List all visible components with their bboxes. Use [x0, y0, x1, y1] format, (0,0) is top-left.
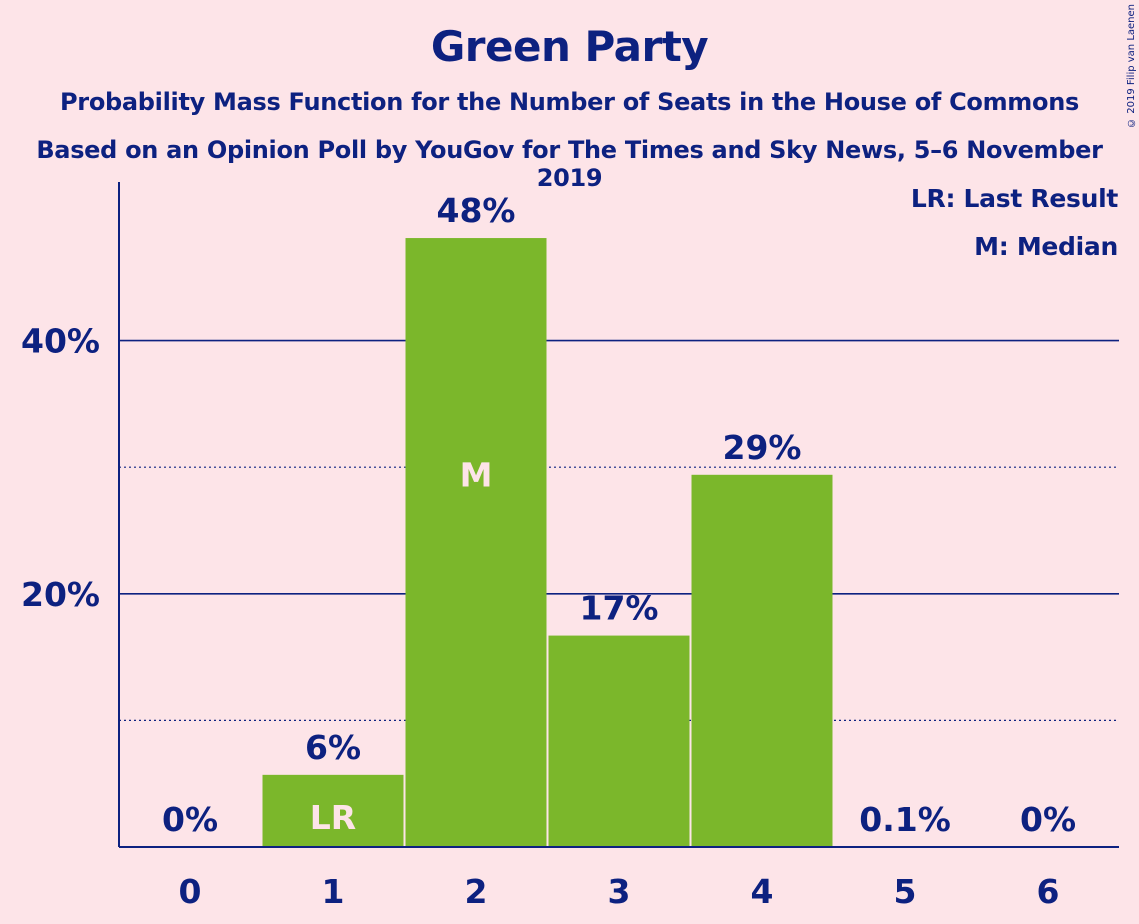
bar-1 [262, 774, 404, 847]
legend-median: M: Median [974, 232, 1118, 261]
chart-title: Green Party [430, 22, 709, 71]
chart-subtitle-line2: Based on an Opinion Poll by YouGov for T… [36, 136, 1103, 192]
y-tick-label-1: 40% [21, 322, 100, 361]
x-tick-label-1: 1 [322, 872, 345, 911]
chart-subtitle-line1: Probability Mass Function for the Number… [60, 88, 1079, 116]
value-label-4: 29% [723, 428, 802, 467]
x-tick-label-6: 6 [1037, 872, 1060, 911]
bar-4 [691, 474, 833, 847]
x-tick-label-4: 4 [751, 872, 774, 911]
x-tick-label-3: 3 [608, 872, 631, 911]
value-label-5: 0.1% [859, 800, 951, 839]
median-marker: M [460, 456, 493, 495]
legend-last-result: LR: Last Result [910, 184, 1118, 213]
value-label-1: 6% [305, 728, 361, 767]
x-tick-label-0: 0 [179, 872, 202, 911]
value-label-2: 48% [437, 191, 516, 230]
value-label-6: 0% [1020, 800, 1076, 839]
y-tick-label-0: 20% [21, 575, 100, 614]
x-tick-label-5: 5 [894, 872, 917, 911]
value-label-0: 0% [162, 800, 218, 839]
last-result-marker: LR [310, 798, 356, 837]
x-tick-label-2: 2 [465, 872, 488, 911]
bar-2 [405, 238, 547, 847]
bar-3 [548, 635, 690, 847]
value-label-3: 17% [580, 589, 659, 628]
